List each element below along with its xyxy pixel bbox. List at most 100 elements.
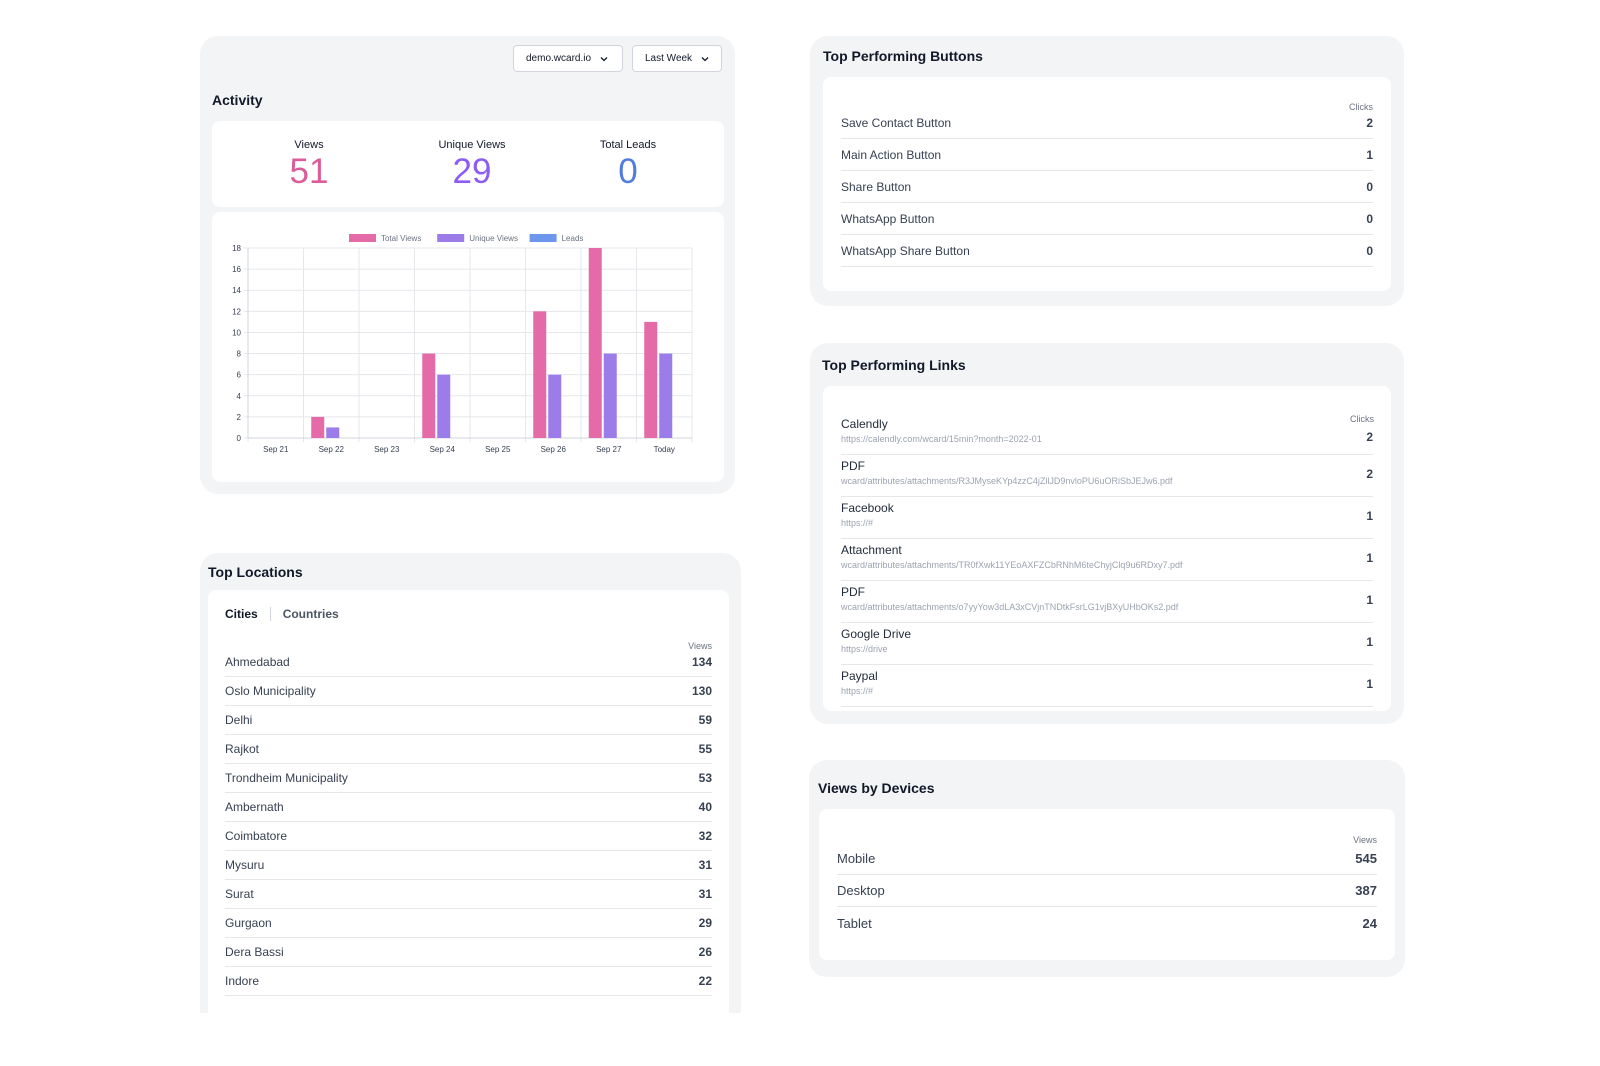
domain-select[interactable]: demo.wcard.io [513, 45, 623, 72]
link-url[interactable]: https://drive [841, 644, 888, 654]
locations-title: Top Locations [208, 564, 303, 580]
range-select-value: Last Week [645, 53, 693, 64]
item-name: Desktop [837, 883, 885, 898]
devices-list: Mobile 545 Desktop 387 Tablet 24 [837, 843, 1377, 939]
list-item: WhatsApp Button 0 [841, 203, 1373, 235]
x-tick-label: Sep 26 [541, 445, 567, 454]
item-name: Share Button [841, 179, 912, 194]
item-value: 24 [1362, 915, 1377, 931]
buttons-panel: Top Performing Buttons Clicks Save Conta… [810, 36, 1404, 306]
stats-card: Views 51 Unique Views 29 Total Leads 0 [212, 121, 724, 207]
bar-total-views [588, 248, 602, 438]
y-tick-label: 0 [237, 434, 242, 443]
item-name: Oslo Municipality [225, 684, 316, 698]
item-value: 0 [1366, 211, 1373, 226]
range-select[interactable]: Last Week [632, 45, 722, 72]
chevron-down-icon [600, 56, 608, 61]
link-row: PDF wcard/attributes/attachments/R3JMyseK… [841, 455, 1373, 497]
legend-swatch [529, 234, 557, 242]
link-clicks: 1 [1366, 635, 1373, 649]
link-url[interactable]: https://# [841, 518, 874, 528]
y-tick-label: 18 [232, 244, 241, 253]
item-value: 0 [1366, 243, 1373, 258]
list-item: Surat 31 [225, 880, 712, 909]
list-item: Indore 22 [225, 967, 712, 996]
link-url[interactable]: https://# [841, 686, 874, 696]
link-url[interactable]: https://calendly.com/wcard/15min?month=2… [841, 434, 1042, 444]
x-tick-label: Sep 21 [263, 445, 289, 454]
item-name: WhatsApp Share Button [841, 243, 970, 258]
activity-chart-card: Total Views Unique Views Leads 0 2 4 6 8 10 12 14 1… [212, 212, 724, 482]
list-item: Tablet 24 [837, 907, 1377, 939]
item-name: Tablet [837, 915, 872, 931]
y-tick-label: 6 [237, 371, 242, 380]
bar-unique-views [437, 374, 451, 438]
item-name: Surat [225, 887, 254, 901]
item-value: 22 [698, 974, 712, 988]
stat-value: 51 [289, 152, 329, 191]
links-panel: Top Performing Links Clicks Calendly http… [810, 343, 1404, 724]
item-value: 130 [691, 684, 712, 698]
bar-total-views [311, 416, 325, 438]
link-row: Facebook https://# 1 [841, 497, 1373, 539]
item-name: Ahmedabad [225, 655, 290, 669]
chevron-down-icon [701, 56, 709, 61]
locations-panel: Top Locations Cities Countries Views Ahm… [200, 553, 741, 1013]
y-tick-label: 14 [232, 286, 241, 295]
list-item: Coimbatore 32 [225, 822, 712, 851]
list-item: Ambernath 40 [225, 793, 712, 822]
item-value: 545 [1355, 851, 1377, 866]
link-clicks: 2 [1366, 430, 1373, 444]
tab-cities[interactable]: Cities [225, 607, 258, 621]
item-value: 31 [698, 858, 712, 872]
bar-total-views [533, 311, 547, 438]
bar-unique-views [659, 353, 673, 438]
list-item: Gurgaon 29 [225, 909, 712, 938]
link-url[interactable]: wcard/attributes/attachments/R3JMyseKYp4… [841, 476, 1173, 486]
devices-title: Views by Devices [818, 780, 935, 796]
stat-label: Unique Views [438, 139, 506, 151]
stat-views: Views 51 [239, 139, 379, 191]
item-value: 134 [691, 655, 712, 669]
locations-list: Ahmedabad 134 Oslo Municipality 130 Delhi 59 R… [225, 648, 712, 996]
item-value: 31 [698, 887, 712, 901]
stat-unique-views: Unique Views 29 [402, 139, 542, 191]
link-name: PDF [841, 585, 865, 599]
buttons-title: Top Performing Buttons [823, 48, 983, 64]
item-value: 53 [698, 771, 712, 785]
item-value: 55 [698, 742, 712, 756]
link-row: Attachment wcard/attributes/attachments/T… [841, 539, 1373, 581]
link-name: Facebook [841, 501, 894, 515]
y-tick-label: 8 [237, 350, 242, 359]
activity-title: Activity [212, 92, 263, 108]
link-url[interactable]: wcard/attributes/attachments/o7yyYow3dLA… [841, 602, 1179, 612]
legend-label: Unique Views [469, 234, 518, 243]
link-url[interactable]: wcard/attributes/attachments/TR0fXwk11YE… [841, 560, 1183, 570]
item-name: Mysuru [225, 858, 265, 872]
tab-countries[interactable]: Countries [269, 607, 351, 621]
item-value: 40 [698, 800, 712, 814]
buttons-list: Save Contact Button 2 Main Action Button 1 S… [841, 107, 1373, 267]
list-item: Save Contact Button 2 [841, 107, 1373, 139]
y-tick-label: 2 [237, 413, 242, 422]
activity-chart: Total Views Unique Views Leads 0 2 4 6 8 10 12 14 1… [232, 234, 693, 454]
stat-value: 0 [618, 152, 638, 191]
item-name: Dera Bassi [225, 945, 284, 959]
clicks-column-header: Clicks [1349, 102, 1373, 112]
stat-label: Views [294, 139, 324, 151]
item-value: 2 [1366, 115, 1373, 130]
list-item: Delhi 59 [225, 706, 712, 735]
item-name: WhatsApp Button [841, 211, 935, 226]
y-tick-label: 4 [237, 392, 242, 401]
bar-total-views [644, 321, 658, 438]
item-value: 26 [698, 945, 712, 959]
links-list: Calendly https://calendly.com/wcard/15min… [841, 413, 1373, 707]
views-column-header: Views [1353, 835, 1377, 845]
link-clicks: 1 [1366, 551, 1373, 565]
bar-total-views [422, 353, 436, 438]
link-clicks: 1 [1366, 593, 1373, 607]
link-row: PDF wcard/attributes/attachments/o7yyYow3… [841, 581, 1373, 623]
links-card: Clicks Calendly https://calendly.com/wcar… [823, 386, 1391, 711]
list-item: Desktop 387 [837, 875, 1377, 907]
item-value: 387 [1355, 883, 1377, 898]
